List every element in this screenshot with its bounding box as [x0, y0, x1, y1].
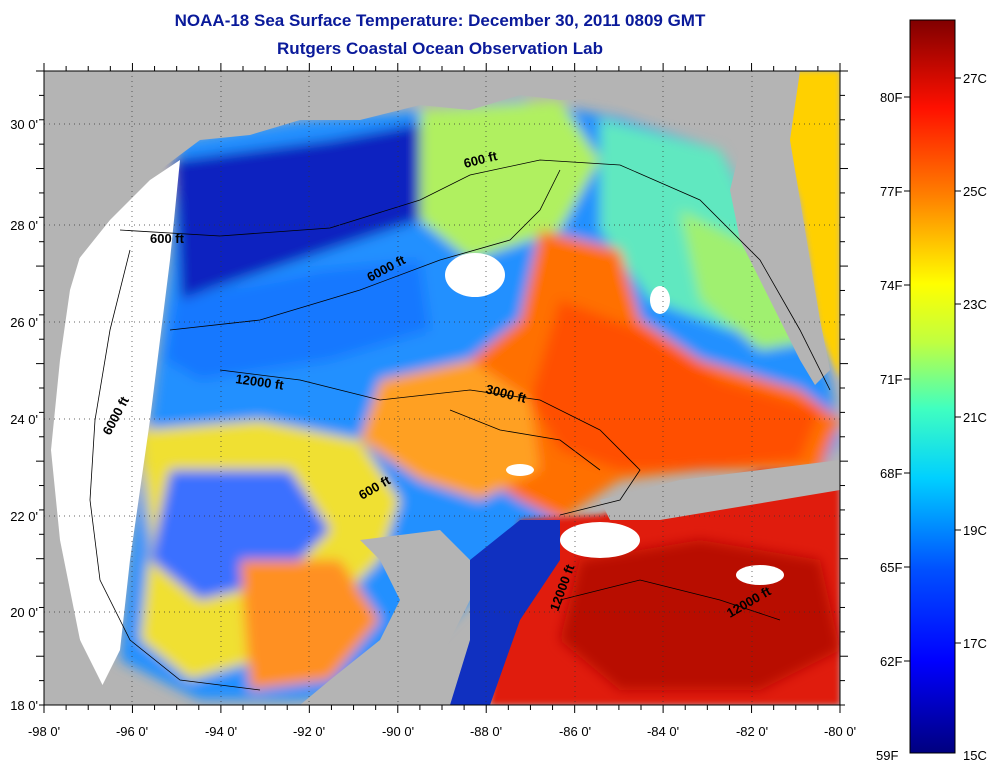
lat-tick-label: 20 0' [10, 605, 38, 620]
colorbar-f-label: 74F [880, 278, 902, 293]
colorbar: 80F 77F 74F 71F 68F 65F 62F 59F 27C 25C … [876, 19, 987, 763]
no-data-swath [50, 160, 180, 690]
lat-tick-label: 22 0' [10, 509, 38, 524]
yucatan-channel-cool [450, 520, 560, 705]
lon-tick-label: -90 0' [382, 724, 414, 739]
yucatan-peninsula [300, 530, 470, 705]
bathymetry-contours [89, 159, 831, 691]
colorbar-c-label: 15C [963, 748, 987, 763]
colorbar-c-label: 21C [963, 410, 987, 425]
colorbar-f-label: 80F [880, 90, 902, 105]
colorbar-f-label: 77F [880, 184, 902, 199]
longitude-axis: -98 0' -96 0' -94 0' -92 0' -90 0' -88 0… [28, 724, 856, 739]
colorbar-c-label: 23C [963, 297, 987, 312]
colorbar-f-label: 59F [876, 748, 898, 763]
latitude-axis: 30 0' 28 0' 26 0' 24 0' 22 0' 20 0' 18 0… [10, 117, 38, 713]
contour-label: 12000 ft [235, 371, 286, 393]
contour-label: 600 ft [150, 231, 185, 246]
us-mexico-landmass [44, 71, 780, 705]
caribbean-warm-core [560, 540, 840, 690]
colorbar-c-label: 27C [963, 71, 987, 86]
lat-tick-label: 30 0' [10, 117, 38, 132]
lon-tick-label: -94 0' [205, 724, 237, 739]
atlantic-water [780, 71, 840, 380]
map-title: NOAA-18 Sea Surface Temperature: Decembe… [174, 11, 706, 30]
colorbar-f-label: 62F [880, 654, 902, 669]
lon-tick-label: -96 0' [116, 724, 148, 739]
colorbar-c-label: 19C [963, 523, 987, 538]
colorbar-gradient [909, 19, 956, 754]
lat-tick-label: 28 0' [10, 218, 38, 233]
lat-tick-label: 26 0' [10, 315, 38, 330]
lon-tick-label: -82 0' [736, 724, 768, 739]
map-subtitle: Rutgers Coastal Ocean Observation Lab [277, 39, 603, 58]
lon-tick-label: -88 0' [470, 724, 502, 739]
colorbar-f-label: 71F [880, 372, 902, 387]
cloud-patches [445, 253, 784, 585]
lon-tick-label: -98 0' [28, 724, 60, 739]
lat-tick-label: 24 0' [10, 412, 38, 427]
lon-tick-label: -80 0' [824, 724, 856, 739]
lat-tick-label: 18 0' [10, 698, 38, 713]
lon-tick-label: -84 0' [647, 724, 679, 739]
colorbar-c-label: 17C [963, 636, 987, 651]
colorbar-f-label: 65F [880, 560, 902, 575]
cuba-landmass [600, 460, 840, 520]
florida-peninsula [730, 71, 830, 385]
graticule [44, 71, 840, 705]
map-area: 600 ft 600 ft 6000 ft 6000 ft 12000 ft 3… [44, 71, 840, 705]
axis-ticks [36, 63, 848, 713]
lon-tick-label: -86 0' [559, 724, 591, 739]
lon-tick-label: -92 0' [293, 724, 325, 739]
colorbar-f-label: 68F [880, 466, 902, 481]
colorbar-c-label: 25C [963, 184, 987, 199]
sst-field [120, 100, 840, 700]
